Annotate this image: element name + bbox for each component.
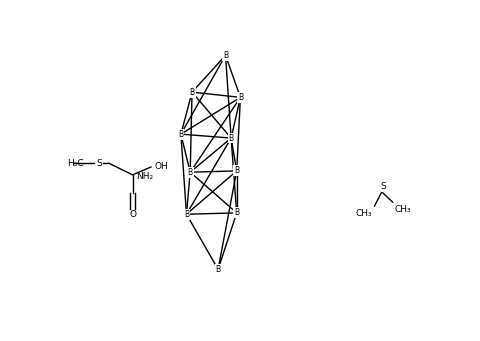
Text: S: S (96, 159, 102, 167)
Text: S: S (380, 182, 386, 191)
Text: CH₃: CH₃ (395, 205, 411, 214)
Text: B: B (216, 265, 221, 274)
Text: CH₃: CH₃ (355, 209, 372, 218)
Text: B: B (234, 166, 239, 175)
Text: B: B (188, 168, 193, 177)
Text: NH₂: NH₂ (136, 172, 154, 181)
Text: OH: OH (155, 162, 168, 172)
Text: B: B (234, 208, 239, 218)
Text: B: B (190, 88, 194, 97)
Text: O: O (129, 210, 136, 219)
Text: B: B (179, 130, 183, 139)
Text: B: B (228, 134, 234, 143)
Text: B: B (238, 93, 243, 102)
Text: H₃C: H₃C (67, 159, 84, 167)
Text: B: B (223, 51, 228, 60)
Text: B: B (184, 210, 189, 219)
